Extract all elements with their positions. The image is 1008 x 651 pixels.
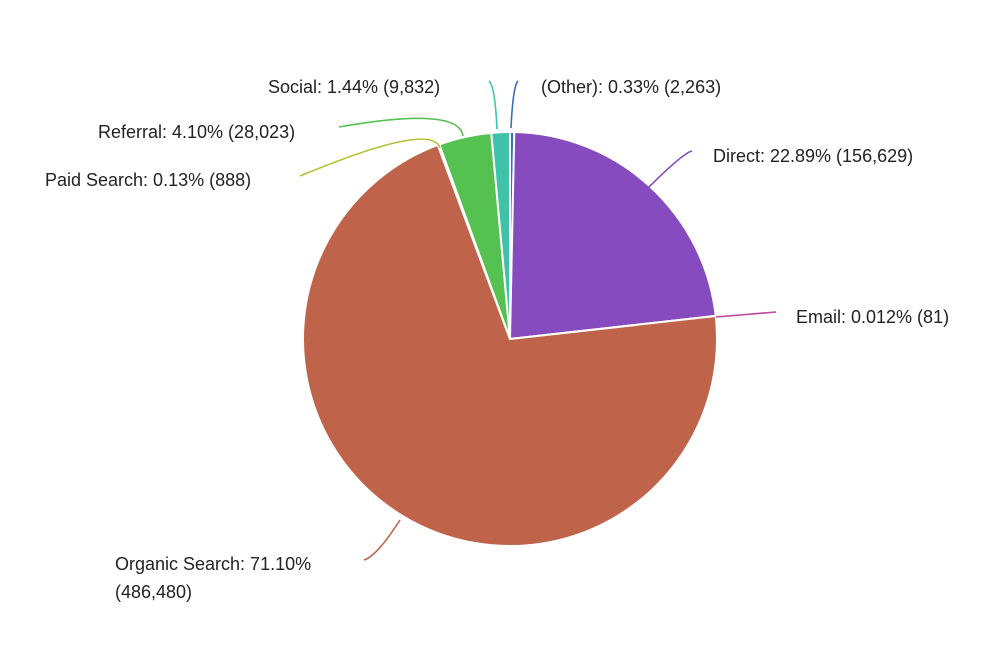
leader-line-referral [338,117,464,137]
leader-line-social [488,80,498,130]
slices-layer [302,130,718,547]
slice-label-paid-search: Paid Search: 0.13% (888) [45,170,251,190]
slice-label-organic-search-line2: (486,480) [115,582,192,602]
leader-lines-layer [299,80,777,561]
pie-slice-social [490,131,511,340]
pie-slice-direct [509,131,717,340]
slice-label-social: Social: 1.44% (9,832) [268,77,440,97]
slice-label-direct: Direct: 22.89% (156,629) [713,146,913,166]
slice-label-email: Email: 0.012% (81) [796,307,949,327]
slice-label-organic-search: Organic Search: 71.10% [115,554,311,574]
slice-label-referral: Referral: 4.10% (28,023) [98,122,295,142]
leader-line-paid-search [299,138,441,177]
leader-line-email [715,311,777,318]
pie-slice-organic-search [302,144,718,547]
labels-layer: (Other): 0.33% (2,263) Direct: 22.89% (15… [45,77,949,602]
leader-line-direct [647,150,693,189]
leader-line-other [510,80,519,129]
slice-label-other: (Other): 0.33% (2,263) [541,77,721,97]
leader-line-organic-search [363,519,401,561]
